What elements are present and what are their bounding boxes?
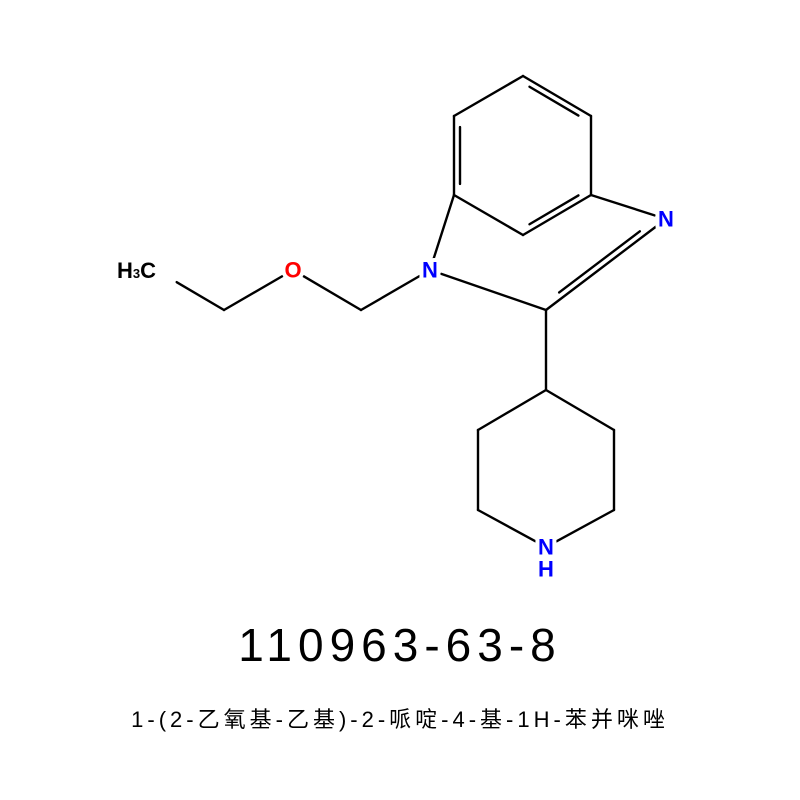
cas-number: 110963-63-8 <box>0 618 800 672</box>
compound-name: 1-(2-乙氧基-乙基)-2-哌啶-4-基-1H-苯并咪唑 <box>0 702 800 734</box>
molecule-diagram: NNNNOOH3CH3CNNHH <box>0 0 800 800</box>
svg-text:H: H <box>538 557 554 582</box>
svg-text:N: N <box>422 258 438 283</box>
figure-canvas: NNNNOOH3CH3CNNHH 110963-63-8 1-(2-乙氧基-乙基… <box>0 0 800 800</box>
svg-text:O: O <box>284 258 301 283</box>
svg-text:H3C: H3C <box>117 258 156 283</box>
svg-text:N: N <box>658 207 674 232</box>
